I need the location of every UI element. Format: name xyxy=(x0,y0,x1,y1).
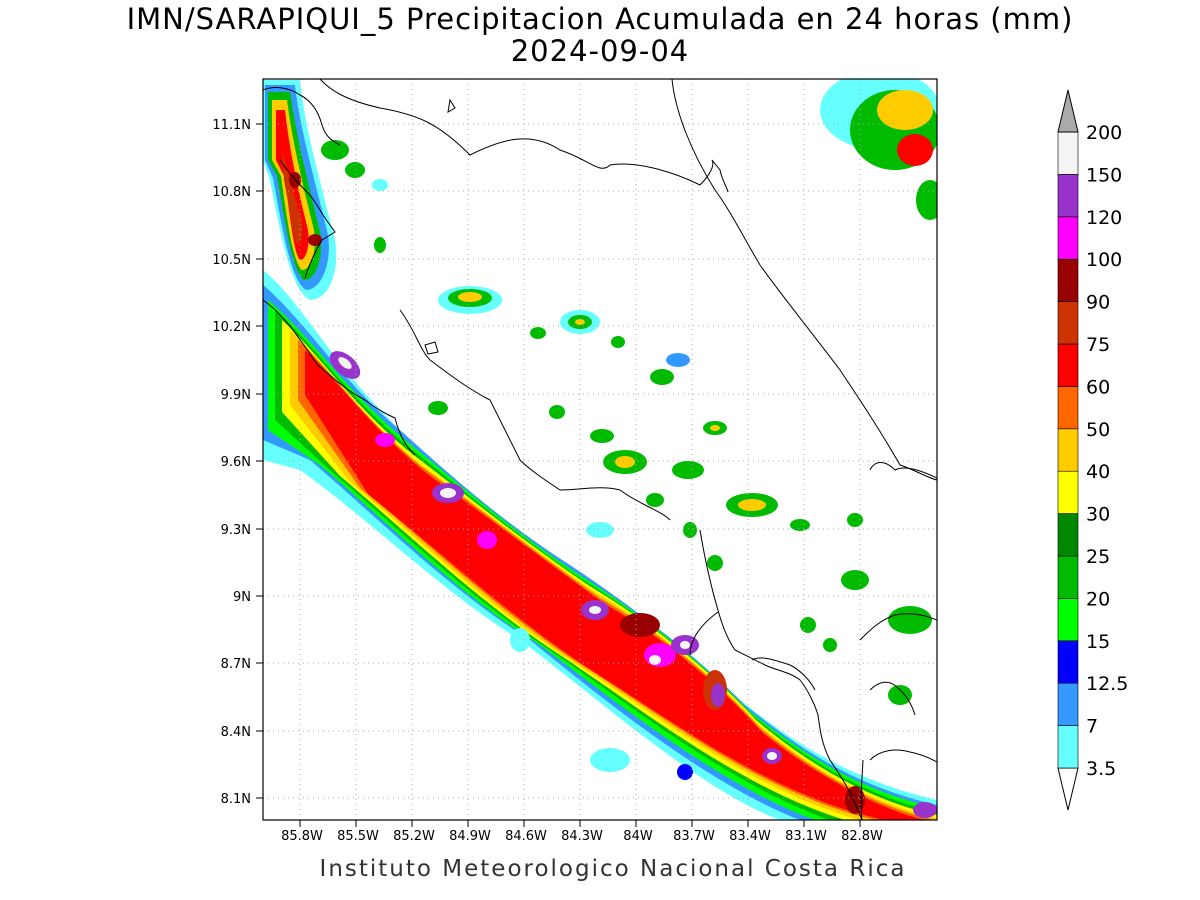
lon-tick-label: 85.5W xyxy=(337,829,379,844)
lon-tick-labels: 85.8W 85.5W 85.2W 84.9W 84.6W 84.3W 84W … xyxy=(281,829,883,844)
lat-tick-label: 8.4N xyxy=(221,725,251,740)
lat-tick-label: 9.9N xyxy=(221,388,251,403)
lon-tick-label: 82.8W xyxy=(841,829,883,844)
lat-tick-label: 10.2N xyxy=(212,320,251,335)
lat-tick-label: 10.5N xyxy=(212,253,251,268)
colorbar-swatch xyxy=(1057,174,1079,218)
colorbar-level-label: 30 xyxy=(1086,504,1110,526)
colorbar-swatch xyxy=(1057,598,1079,642)
colorbar-swatch xyxy=(1057,428,1079,472)
colorbar-level-label: 25 xyxy=(1086,546,1110,568)
colorbar-swatch xyxy=(1057,386,1079,430)
precipitation-field xyxy=(263,79,937,820)
lon-tick-label: 84.6W xyxy=(505,829,547,844)
colorbar-level-label: 7 xyxy=(1086,716,1098,738)
map-date: 2024-09-04 xyxy=(510,34,690,68)
colorbar-swatch xyxy=(1057,301,1079,345)
lat-tick-labels: 11.1N 10.8N 10.5N 10.2N 9.9N 9.6N 9.3N 9… xyxy=(212,118,251,807)
lon-tick-label: 84.3W xyxy=(561,829,603,844)
coastlines-borders xyxy=(263,79,937,820)
map-gridlines xyxy=(263,79,937,820)
colorbar-under-arrow xyxy=(1057,767,1079,811)
colorbar-level-label: 20 xyxy=(1086,588,1110,610)
lon-axis xyxy=(299,820,861,827)
rain-scattered-cells xyxy=(321,79,937,780)
lon-tick-label: 85.8W xyxy=(281,829,323,844)
colorbar-level-label: 100 xyxy=(1086,249,1122,271)
colorbar-swatch xyxy=(1057,682,1079,726)
lon-tick-label: 83.4W xyxy=(729,829,771,844)
lat-tick-label: 10.8N xyxy=(212,185,251,200)
lat-tick-label: 9.6N xyxy=(221,455,251,470)
lat-tick-label: 8.7N xyxy=(221,657,251,672)
lat-tick-label: 8.1N xyxy=(221,792,251,807)
colorbar-level-label: 3.5 xyxy=(1086,758,1116,780)
rain-band-pacific xyxy=(263,270,937,820)
colorbar-level-label: 50 xyxy=(1086,419,1110,441)
colorbar-over-arrow xyxy=(1057,89,1079,133)
lat-tick-label: 11.1N xyxy=(212,118,251,133)
map-frame xyxy=(262,78,938,821)
lat-tick-label: 9N xyxy=(233,590,251,605)
colorbar-level-label: 15 xyxy=(1086,631,1110,653)
colorbar-swatch xyxy=(1057,725,1079,769)
lon-tick-label: 83.1W xyxy=(785,829,827,844)
map-title: IMN/SARAPIQUI_5 Precipitacion Acumulada … xyxy=(126,2,1074,36)
colorbar-swatch xyxy=(1057,258,1079,302)
lon-tick-label: 83.7W xyxy=(673,829,715,844)
colorbar-swatch xyxy=(1057,131,1079,175)
colorbar-level-label: 200 xyxy=(1086,122,1122,144)
colorbar-level-label: 120 xyxy=(1086,207,1122,229)
rain-cores xyxy=(289,172,937,818)
colorbar-level-label: 150 xyxy=(1086,164,1122,186)
colorbar-swatch xyxy=(1057,343,1079,387)
colorbar-level-label: 12.5 xyxy=(1086,673,1128,695)
colorbar-level-label: 75 xyxy=(1086,334,1110,356)
lon-tick-label: 84.9W xyxy=(449,829,491,844)
colorbar-swatch xyxy=(1057,216,1079,260)
colorbar-level-label: 90 xyxy=(1086,292,1110,314)
colorbar-swatch xyxy=(1057,513,1079,557)
lat-tick-label: 9.3N xyxy=(221,523,251,538)
colorbar-swatch xyxy=(1057,640,1079,684)
colorbar-legend: 3.5 7 12.5 15 20 25 30 40 50 60 75 90 100 120 150 200 xyxy=(1057,89,1128,811)
footer-credit: Instituto Meteorologico Nacional Costa R… xyxy=(319,856,907,882)
colorbar-swatch xyxy=(1057,555,1079,599)
colorbar-level-label: 40 xyxy=(1086,461,1110,483)
lon-tick-label: 85.2W xyxy=(393,829,435,844)
colorbar-level-label: 60 xyxy=(1086,376,1110,398)
lat-axis xyxy=(256,123,263,799)
colorbar-swatch xyxy=(1057,470,1079,514)
lon-tick-label: 84W xyxy=(623,829,653,844)
